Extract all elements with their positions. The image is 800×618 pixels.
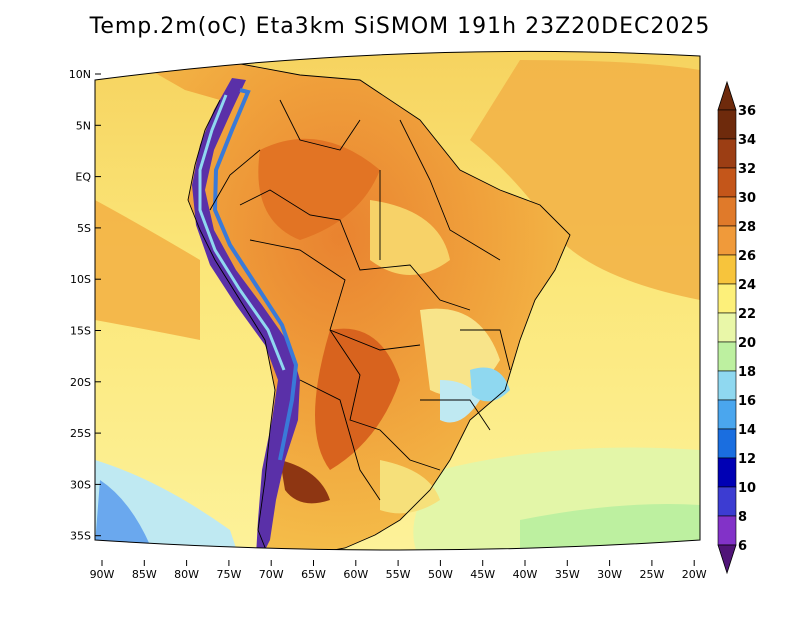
- lat-tick-label: 15S: [70, 325, 91, 338]
- lat-tick-label: 5N: [76, 119, 91, 132]
- lon-tick-label: 75W: [216, 568, 241, 581]
- map-field: [95, 51, 700, 551]
- colorbar-swatch: [717, 167, 737, 198]
- colorbar-label: 8: [738, 510, 747, 525]
- hot-patch-cuyo: [280, 460, 330, 504]
- political-borders: [149, 61, 571, 551]
- colorbar-swatch: [717, 196, 737, 227]
- lon-tick-label: 80W: [174, 568, 199, 581]
- ocean-cold-southwest: [95, 480, 150, 545]
- colorbar-swatch: [717, 109, 737, 140]
- colorbar-label: 32: [738, 162, 756, 177]
- continent-south-america: [150, 62, 570, 551]
- lon-tick-label: 40W: [513, 568, 538, 581]
- colorbar-arrow-bottom: [717, 544, 737, 575]
- lat-tick-label: 20S: [70, 376, 91, 389]
- latitude-axis: 10N 5N EQ 5S 10S 15S 20S 25S 30S 35S: [69, 68, 101, 543]
- mild-patch-central: [370, 200, 450, 275]
- lon-tick-label: 55W: [386, 568, 411, 581]
- colorbar-swatch: [717, 457, 737, 488]
- lon-tick-label: 90W: [90, 568, 115, 581]
- colorbar-swatch: [717, 138, 737, 169]
- andes-edge-cyan: [198, 94, 286, 371]
- colorbar-swatch: [717, 312, 737, 343]
- map-title: Temp.2m(oC) Eta3km SiSMOM 191h 23Z20DEC2…: [89, 14, 711, 39]
- lon-tick-label: 85W: [132, 568, 157, 581]
- lat-tick-label: EQ: [75, 171, 91, 184]
- cool-patch-espinhaco: [470, 367, 510, 402]
- lon-tick-label: 50W: [428, 568, 453, 581]
- lat-tick-label: 5S: [77, 222, 91, 235]
- mild-patch-rio-grande: [380, 460, 440, 514]
- colorbar-label: 34: [738, 133, 756, 148]
- lon-tick-label: 65W: [301, 568, 326, 581]
- colorbar-swatch: [717, 254, 737, 285]
- colorbar-label: 14: [738, 423, 756, 438]
- lon-tick-label: 70W: [259, 568, 284, 581]
- andes-edge-blue: [212, 88, 299, 461]
- colorbar-label: 10: [738, 481, 756, 496]
- colorbar-swatch: [717, 515, 737, 546]
- colorbar-swatch: [717, 486, 737, 517]
- colorbar: 36 34 32 30 28 26 24 22 20 18 16 14 12 10 8 6: [717, 80, 756, 575]
- hot-patch-amazon: [258, 138, 380, 240]
- colorbar-label: 36: [738, 104, 756, 119]
- lon-tick-label: 35W: [555, 568, 580, 581]
- colorbar-label: 6: [738, 539, 747, 554]
- lat-tick-label: 35S: [70, 530, 91, 543]
- colorbar-swatch: [717, 370, 737, 401]
- colorbar-label: 16: [738, 394, 756, 409]
- colorbar-swatch: [717, 283, 737, 314]
- colorbar-swatch: [717, 428, 737, 459]
- lon-tick-label: 25W: [639, 568, 664, 581]
- colorbar-swatch: [717, 225, 737, 256]
- map-domain-outline: [94, 50, 701, 551]
- lon-tick-label: 20W: [682, 568, 707, 581]
- hot-patch-chaco: [315, 328, 400, 470]
- colorbar-swatch: [717, 341, 737, 372]
- lat-tick-label: 30S: [70, 478, 91, 491]
- colorbar-label: 12: [738, 452, 756, 467]
- colorbar-label: 18: [738, 365, 756, 380]
- colorbar-label: 30: [738, 191, 756, 206]
- ocean-warm-band-west: [95, 200, 200, 340]
- lat-tick-label: 25S: [70, 427, 91, 440]
- colorbar-label: 24: [738, 278, 756, 293]
- colorbar-arrow-top: [717, 80, 737, 111]
- ocean-warm-band-north: [470, 60, 700, 300]
- lon-tick-label: 60W: [343, 568, 368, 581]
- longitude-axis: 90W 85W 80W 75W 70W 65W 60W 55W 50W 45W 40W 35W 30W 2…: [90, 560, 707, 581]
- cool-patch-mantiqueira: [440, 380, 480, 423]
- lon-tick-label: 45W: [470, 568, 495, 581]
- colorbar-label: 28: [738, 220, 756, 235]
- colorbar-label: 26: [738, 249, 756, 264]
- colorbar-label: 20: [738, 336, 756, 351]
- lat-tick-label: 10N: [69, 68, 91, 81]
- lat-tick-label: 10S: [70, 273, 91, 286]
- colorbar-swatch: [717, 399, 737, 430]
- colorbar-label: 22: [738, 307, 756, 322]
- andes-cold-band: [192, 78, 300, 551]
- lon-tick-label: 30W: [597, 568, 622, 581]
